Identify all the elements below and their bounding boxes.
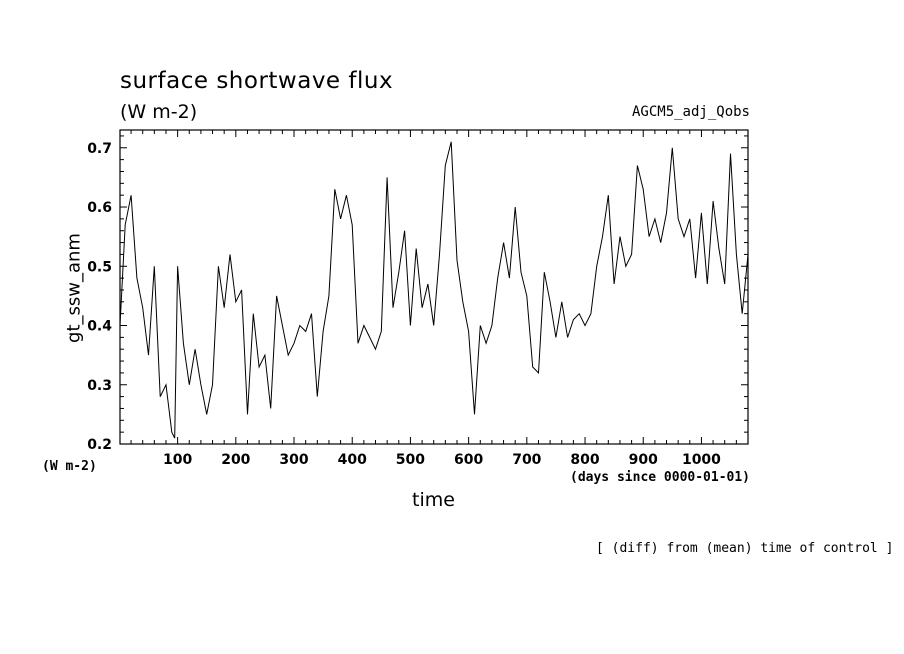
y-tick-label: 0.3: [87, 378, 112, 394]
y-axis-units: (W m-2): [42, 459, 97, 474]
x-tick-label: 200: [221, 452, 250, 468]
footnote: [ (diff) from (mean) time of control ]: [596, 541, 894, 556]
x-tick-label: 800: [570, 452, 599, 468]
y-tick-label: 0.5: [87, 259, 112, 275]
chart-title: surface shortwave flux: [120, 68, 394, 94]
y-tick-label: 0.4: [87, 319, 112, 335]
chart-units: (W m-2): [120, 101, 198, 123]
x-tick-label: 500: [396, 452, 425, 468]
y-axis-ticks: 0.2 0.3 0.4 0.5 0.6 0.7: [87, 135, 748, 453]
plot-frame: [119, 129, 749, 445]
run-label: AGCM5_adj_Qobs: [631, 104, 750, 120]
series-line: [119, 141, 749, 439]
x-tick-label: 100: [163, 452, 192, 468]
y-tick-label: 0.2: [87, 437, 112, 453]
x-axis-units: (days since 0000-01-01): [570, 470, 751, 485]
x-axis-ticks: 100 200 300 400 500 600 700 800 900 1000: [130, 130, 737, 468]
x-axis-label: time: [412, 489, 455, 511]
x-tick-label: 400: [338, 452, 367, 468]
x-tick-label: 600: [454, 452, 483, 468]
y-tick-label: 0.6: [87, 200, 112, 216]
x-tick-label: 900: [629, 452, 658, 468]
y-tick-label: 0.7: [87, 141, 112, 157]
x-tick-label: 700: [512, 452, 541, 468]
x-tick-label: 300: [279, 452, 308, 468]
x-tick-label: 1000: [682, 452, 721, 468]
